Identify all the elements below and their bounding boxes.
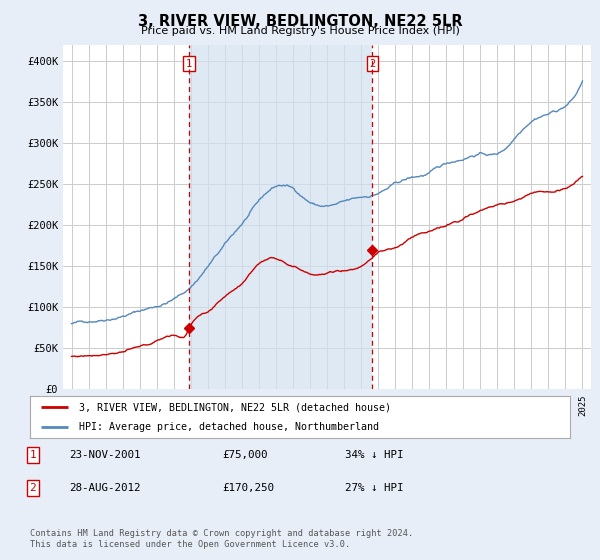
- Text: Price paid vs. HM Land Registry's House Price Index (HPI): Price paid vs. HM Land Registry's House …: [140, 26, 460, 36]
- Text: 2: 2: [29, 483, 37, 493]
- Text: 23-NOV-2001: 23-NOV-2001: [69, 450, 140, 460]
- Text: £75,000: £75,000: [222, 450, 268, 460]
- Text: 3, RIVER VIEW, BEDLINGTON, NE22 5LR: 3, RIVER VIEW, BEDLINGTON, NE22 5LR: [137, 14, 463, 29]
- Text: Contains HM Land Registry data © Crown copyright and database right 2024.
This d: Contains HM Land Registry data © Crown c…: [30, 529, 413, 549]
- Bar: [189, 45, 373, 389]
- Text: £170,250: £170,250: [222, 483, 274, 493]
- Text: 3, RIVER VIEW, BEDLINGTON, NE22 5LR (detached house): 3, RIVER VIEW, BEDLINGTON, NE22 5LR (det…: [79, 402, 391, 412]
- Text: 34% ↓ HPI: 34% ↓ HPI: [345, 450, 404, 460]
- Text: 28-AUG-2012: 28-AUG-2012: [69, 483, 140, 493]
- Text: 1: 1: [186, 59, 192, 69]
- Text: 2: 2: [370, 59, 376, 69]
- Text: 27% ↓ HPI: 27% ↓ HPI: [345, 483, 404, 493]
- Text: HPI: Average price, detached house, Northumberland: HPI: Average price, detached house, Nort…: [79, 422, 379, 432]
- Text: 1: 1: [29, 450, 37, 460]
